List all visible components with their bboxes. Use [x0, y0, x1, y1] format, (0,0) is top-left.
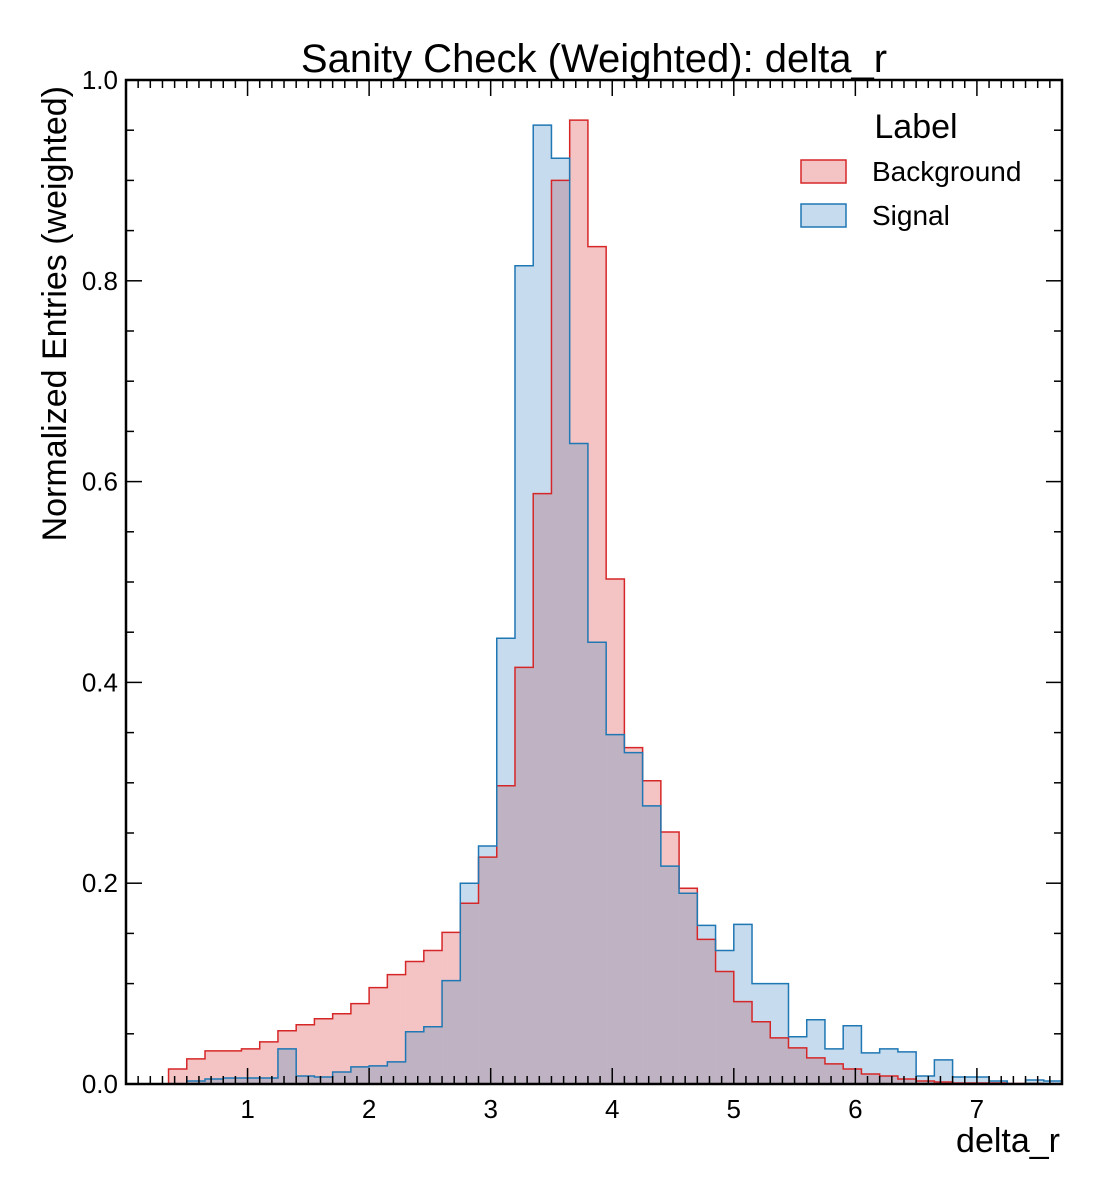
overlap-bin [259, 1077, 279, 1084]
y-tick-label: 0.2 [82, 868, 118, 898]
signal-bin [879, 1048, 899, 1084]
overlap-bin [314, 1076, 333, 1084]
background-bin [223, 1050, 242, 1084]
overlap-bin [223, 1077, 242, 1084]
overlap-bin [405, 1031, 425, 1084]
overlap-bin [205, 1078, 224, 1084]
x-tick-label: 4 [605, 1094, 619, 1124]
overlap-bin [369, 1065, 388, 1084]
signal-bin [970, 1076, 990, 1084]
y-tick-label: 1.0 [82, 65, 118, 95]
overlap-bin [770, 1037, 789, 1084]
overlap-bin [478, 857, 498, 1084]
background-bin [387, 974, 406, 1084]
background-bin [205, 1050, 224, 1084]
overlap-bin [296, 1075, 315, 1084]
y-tick-label: 0.4 [82, 667, 118, 697]
overlap-bin [496, 785, 516, 1084]
x-tick-label: 5 [727, 1094, 741, 1124]
legend-swatch [800, 203, 847, 228]
overlap-bin [697, 939, 716, 1084]
overlap-bin [186, 1080, 206, 1084]
signal-bin [897, 1051, 917, 1084]
overlap-bin [624, 752, 643, 1084]
overlap-bin [642, 805, 662, 1084]
overlap-bin [551, 180, 570, 1084]
overlap-bin [241, 1077, 261, 1084]
signal-bin [1043, 1080, 1062, 1084]
signal-bin [952, 1076, 972, 1084]
overlap-bin [350, 1066, 370, 1084]
background-bin [314, 1018, 333, 1084]
plot-area [167, 119, 1081, 1084]
x-axis-title: delta_r [956, 1122, 1060, 1160]
overlap-bin [587, 642, 607, 1084]
legend-label: Signal [872, 200, 950, 231]
overlap-bin [715, 971, 735, 1084]
y-tick-label: 0.6 [82, 467, 118, 497]
legend-title: Label [874, 108, 957, 146]
overlap-bin [843, 1068, 862, 1084]
overlap-bin [423, 1026, 443, 1084]
background-bin [168, 1068, 188, 1084]
overlap-bin [660, 866, 680, 1084]
signal-bin [1025, 1079, 1045, 1084]
y-tick-label: 0.8 [82, 266, 118, 296]
legend: Label Background Signal [800, 108, 1021, 231]
overlap-bin [387, 1061, 406, 1084]
overlap-bin [806, 1057, 826, 1084]
overlap-bin [752, 1021, 771, 1084]
overlap-bin [916, 1080, 935, 1084]
background-bin [241, 1048, 261, 1084]
overlap-bin [788, 1047, 808, 1084]
background-bin [296, 1024, 315, 1084]
background-bin [186, 1058, 206, 1084]
overlap-bin [879, 1075, 899, 1084]
overlap-bin [897, 1078, 917, 1084]
overlap-bin [569, 443, 589, 1084]
legend-items: Background Signal [800, 156, 1021, 231]
signal-bin [916, 1075, 935, 1084]
background-bin [350, 1003, 370, 1084]
legend-label: Background [872, 156, 1021, 187]
x-tick-label: 3 [483, 1094, 497, 1124]
y-tick-label: 0.0 [82, 1069, 118, 1099]
overlap-bin [332, 1071, 352, 1084]
signal-bin [1062, 1082, 1081, 1084]
x-tick-label: 1 [240, 1094, 254, 1124]
x-tick-label: 7 [970, 1094, 984, 1124]
overlap-bin [514, 667, 534, 1084]
overlap-bin [533, 493, 552, 1084]
background-bin [369, 987, 388, 1084]
overlap-bin [733, 1001, 753, 1084]
background-bin [332, 1013, 352, 1084]
overlap-bin [442, 980, 461, 1084]
background-series-line [167, 119, 1062, 1084]
overlap-bin [824, 1063, 844, 1084]
overlap-bin [606, 734, 625, 1084]
overlap-bin [460, 903, 479, 1084]
axes: 1 2 3 4 5 6 7 0.0 0.2 0.4 0.6 0.8 1.0 [82, 65, 1064, 1124]
signal-bin [934, 1059, 953, 1084]
x-tick-label: 6 [848, 1094, 862, 1124]
legend-swatch [800, 159, 847, 184]
chart-title: Sanity Check (Weighted): delta_r [301, 37, 887, 81]
overlap-bin [277, 1048, 297, 1084]
background-bin [259, 1041, 279, 1084]
overlap-bin [679, 893, 698, 1084]
x-tick-label: 2 [362, 1094, 376, 1124]
overlap-bin [861, 1073, 880, 1084]
y-axis-title: Normalized Entries (weighted) [36, 86, 74, 541]
